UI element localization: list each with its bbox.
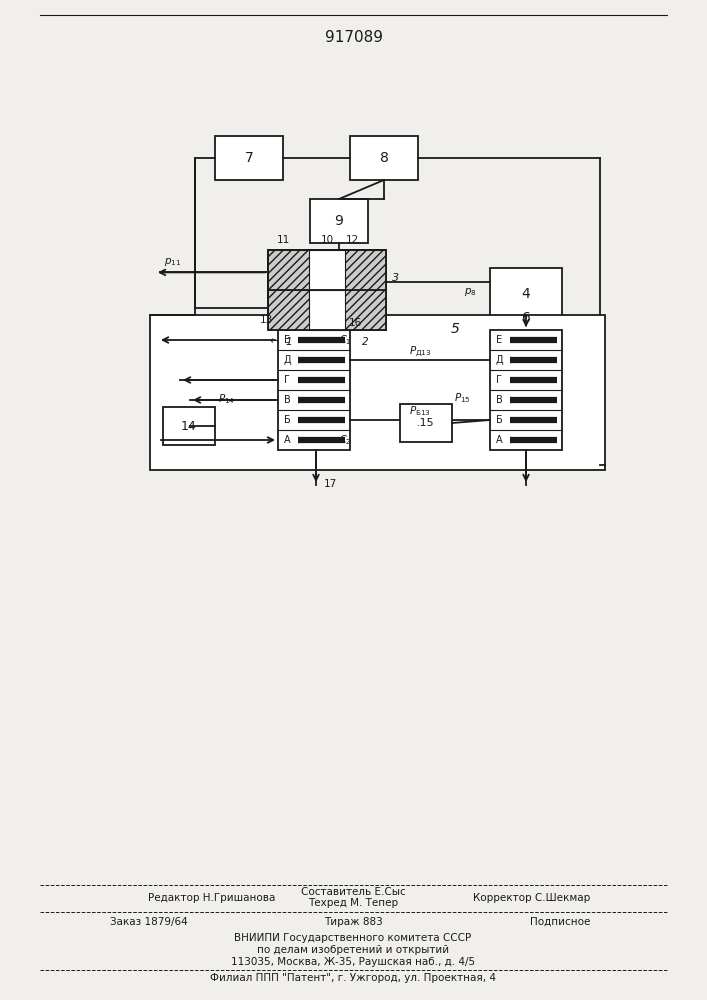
- Text: Б: Б: [284, 415, 291, 425]
- Bar: [278, 330, 350, 450]
- Bar: [310, 199, 368, 243]
- Text: 3: 3: [392, 273, 399, 283]
- Text: $C_2$: $C_2$: [339, 433, 351, 447]
- Text: Б: Б: [496, 415, 503, 425]
- Bar: [150, 315, 605, 470]
- Bar: [268, 250, 386, 330]
- Text: 2: 2: [362, 337, 368, 347]
- Text: Д: Д: [284, 355, 291, 365]
- Text: А: А: [496, 435, 502, 445]
- Bar: [215, 136, 283, 180]
- Bar: [163, 407, 215, 445]
- Text: Заказ 1879/64: Заказ 1879/64: [110, 917, 188, 927]
- Text: А: А: [284, 435, 291, 445]
- Bar: [400, 404, 452, 442]
- Text: Д: Д: [495, 355, 503, 365]
- Text: 9: 9: [334, 214, 344, 228]
- Text: 10: 10: [320, 235, 334, 245]
- Text: 113035, Москва, Ж-35, Раушская наб., д. 4/5: 113035, Москва, Ж-35, Раушская наб., д. …: [231, 957, 475, 967]
- Text: Составитель Е.Сыс: Составитель Е.Сыс: [300, 887, 405, 897]
- Text: 13: 13: [259, 315, 273, 325]
- Bar: [268, 290, 309, 330]
- Bar: [345, 250, 386, 290]
- Text: $\mathit{P_{14}}$: $\mathit{P_{14}}$: [218, 392, 235, 406]
- Text: 8: 8: [380, 151, 388, 165]
- Text: Корректор С.Шекмар: Корректор С.Шекмар: [473, 893, 590, 903]
- Text: 4: 4: [522, 287, 530, 301]
- Text: Г: Г: [284, 375, 290, 385]
- Text: $\leftarrow$: $\leftarrow$: [267, 335, 279, 345]
- Text: В: В: [284, 395, 291, 405]
- Text: $\mathit{p_{11}}$: $\mathit{p_{11}}$: [164, 256, 181, 268]
- Bar: [490, 268, 562, 320]
- Bar: [309, 290, 345, 330]
- Text: Подписное: Подписное: [530, 917, 590, 927]
- Text: Г: Г: [496, 375, 502, 385]
- Text: Редактор Н.Гришанова: Редактор Н.Гришанова: [148, 893, 275, 903]
- Bar: [350, 136, 418, 180]
- Text: Филиал ППП "Патент", г. Ужгород, ул. Проектная, 4: Филиал ППП "Патент", г. Ужгород, ул. Про…: [210, 973, 496, 983]
- Text: .15: .15: [417, 418, 435, 428]
- Text: 16: 16: [349, 318, 362, 328]
- Text: 917089: 917089: [325, 29, 383, 44]
- Bar: [268, 250, 386, 330]
- Text: 17: 17: [324, 479, 337, 489]
- Text: 14: 14: [181, 420, 197, 432]
- Text: 12: 12: [346, 235, 359, 245]
- Bar: [309, 250, 345, 290]
- Text: $\mathit{P_{15}}$: $\mathit{P_{15}}$: [454, 391, 470, 405]
- Text: 1: 1: [286, 337, 292, 347]
- Bar: [268, 250, 309, 290]
- Text: 7: 7: [245, 151, 253, 165]
- Text: 5: 5: [450, 322, 460, 336]
- Text: $\mathit{p_8}$: $\mathit{p_8}$: [464, 286, 477, 298]
- Text: В: В: [496, 395, 503, 405]
- Text: $\mathit{P_{\text{Б13}}}$: $\mathit{P_{\text{Б13}}}$: [409, 404, 431, 418]
- Text: $\mathit{P_{\text{Д13}}}$: $\mathit{P_{\text{Д13}}}$: [409, 344, 431, 358]
- Text: 6: 6: [522, 311, 530, 325]
- Text: $C_1$: $C_1$: [339, 333, 351, 347]
- Text: Тираж 883: Тираж 883: [324, 917, 382, 927]
- Text: Е: Е: [284, 335, 290, 345]
- Text: ВНИИПИ Государственного комитета СССР: ВНИИПИ Государственного комитета СССР: [235, 933, 472, 943]
- Bar: [345, 290, 386, 330]
- Text: Техред М. Тепер: Техред М. Тепер: [308, 898, 398, 908]
- Text: Е: Е: [496, 335, 502, 345]
- Bar: [490, 330, 562, 450]
- Text: по делам изобретений и открытий: по делам изобретений и открытий: [257, 945, 449, 955]
- Text: 11: 11: [277, 235, 291, 245]
